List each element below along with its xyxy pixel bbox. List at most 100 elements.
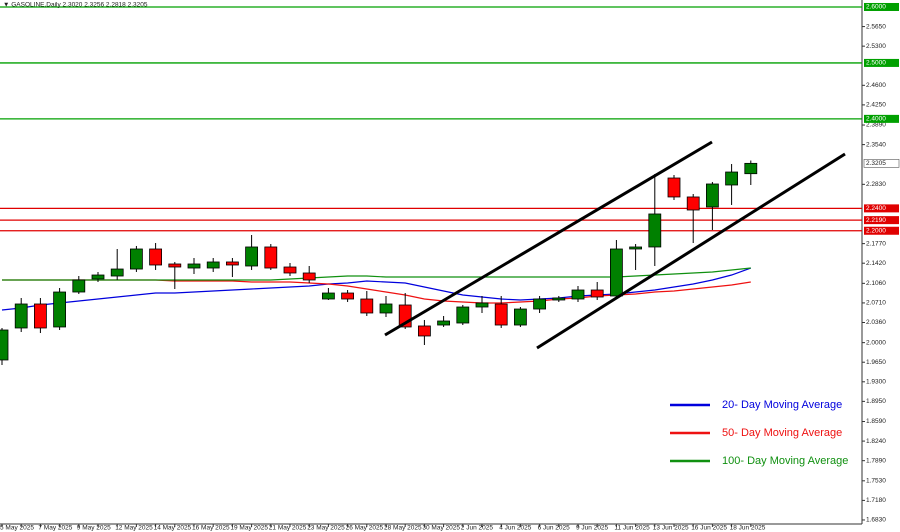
candle-body <box>648 213 662 248</box>
x-tick-label: 5 May 2025 <box>0 525 34 532</box>
x-tick-label: 13 Jun 2025 <box>653 525 689 532</box>
candle-body <box>341 292 355 300</box>
y-tick-label: 2.3540 <box>866 141 886 148</box>
candle-body <box>514 308 527 326</box>
chart-title: ▼ GASOLINE,Daily 2.3020 2.3256 2.2818 2.… <box>3 2 148 9</box>
candle-body <box>437 320 451 326</box>
x-tick-label: 28 May 2025 <box>384 525 422 532</box>
candle-body <box>417 325 431 337</box>
legend-label: 50- Day Moving Average <box>722 427 842 439</box>
candle-body <box>302 272 316 281</box>
level-label-box <box>864 204 899 213</box>
candle-body <box>283 266 297 274</box>
level-label: 2.2190 <box>866 217 886 224</box>
legend-label: 20- Day Moving Average <box>722 399 842 411</box>
legend-label: 100- Day Moving Average <box>722 455 848 467</box>
candle-body <box>706 183 719 208</box>
trend-line <box>384 140 713 337</box>
candle-body <box>264 246 278 269</box>
y-tick-label: 2.5300 <box>866 43 886 50</box>
level-label-box <box>864 216 899 225</box>
y-tick-label: 2.3890 <box>866 122 886 129</box>
y-tick-label: 1.8950 <box>866 398 886 405</box>
candle-body <box>34 303 47 329</box>
candle-body <box>168 263 182 268</box>
x-tick-label: 14 May 2025 <box>154 525 192 532</box>
candle-body <box>686 196 700 211</box>
y-tick-label: 2.0710 <box>866 300 886 307</box>
candle-body <box>321 292 335 300</box>
x-tick-label: 23 May 2025 <box>307 525 345 532</box>
x-tick-label: 18 Jun 2025 <box>730 525 766 532</box>
x-tick-label: 30 May 2025 <box>422 525 460 532</box>
last-price-label: 2.3205 <box>866 160 886 167</box>
x-tick-label: 12 May 2025 <box>115 525 153 532</box>
y-tick-label: 2.1060 <box>866 280 886 287</box>
candle-body <box>187 263 201 269</box>
level-label: 2.5000 <box>866 60 886 67</box>
candle-body <box>149 248 163 266</box>
y-tick-label: 1.6830 <box>866 517 886 524</box>
y-tick-label: 2.2830 <box>866 181 886 188</box>
candle-body <box>725 171 738 186</box>
candle-body <box>206 261 220 269</box>
candle-body <box>533 298 546 310</box>
level-label-box <box>864 226 899 235</box>
level-label-box <box>864 58 899 67</box>
y-tick-label: 2.5650 <box>866 23 886 30</box>
candle-body <box>225 261 239 266</box>
candle-body <box>610 248 623 297</box>
candle-body <box>129 248 143 270</box>
candle-body <box>245 246 259 267</box>
candle-body <box>667 177 681 198</box>
x-tick-label: 21 May 2025 <box>269 525 307 532</box>
candle-body <box>379 303 393 314</box>
level-label-box <box>864 2 899 11</box>
x-tick-label: 7 May 2025 <box>38 525 72 532</box>
y-tick-label: 1.7890 <box>866 457 886 464</box>
candle-body <box>72 279 86 293</box>
y-tick-label: 1.7530 <box>866 478 886 485</box>
trend-line <box>536 152 846 350</box>
x-tick-label: 9 May 2025 <box>77 525 111 532</box>
y-tick-label: 1.9300 <box>866 379 886 386</box>
candle-body <box>552 297 566 301</box>
level-label: 2.2400 <box>866 205 886 212</box>
y-tick-label: 2.1770 <box>866 240 886 247</box>
x-tick-label: 19 May 2025 <box>230 525 268 532</box>
x-tick-label: 6 Jun 2025 <box>538 525 571 532</box>
y-tick-label: 1.9650 <box>866 359 886 366</box>
y-tick-label: 2.0360 <box>866 319 886 326</box>
y-tick-label: 2.1420 <box>866 260 886 267</box>
candle-body <box>14 303 28 329</box>
y-tick-label: 2.4600 <box>866 82 886 89</box>
candle-body <box>0 329 9 361</box>
x-tick-label: 2 Jun 2025 <box>461 525 494 532</box>
y-tick-label: 2.0000 <box>866 339 886 346</box>
y-tick-label: 2.4250 <box>866 102 886 109</box>
moving-average-line <box>2 267 751 281</box>
level-label-box <box>864 114 899 123</box>
candle-body <box>494 303 508 326</box>
x-tick-label: 4 Jun 2025 <box>499 525 532 532</box>
candle-body <box>475 302 489 308</box>
x-tick-label: 9 Jun 2025 <box>576 525 609 532</box>
candle-body <box>360 298 374 314</box>
candle-body <box>91 274 105 280</box>
level-label: 2.2000 <box>866 227 886 234</box>
level-label: 2.6000 <box>866 4 886 11</box>
level-label: 2.4000 <box>866 116 886 123</box>
x-tick-label: 16 May 2025 <box>192 525 230 532</box>
x-tick-label: 26 May 2025 <box>346 525 384 532</box>
candle-body <box>53 291 66 328</box>
candle-body <box>590 289 604 298</box>
candle-body <box>571 289 585 300</box>
candle-body <box>629 246 642 250</box>
candle-body <box>110 268 124 277</box>
y-tick-label: 1.8590 <box>866 418 886 425</box>
candle-body <box>456 306 470 324</box>
last-price-box <box>863 159 900 168</box>
